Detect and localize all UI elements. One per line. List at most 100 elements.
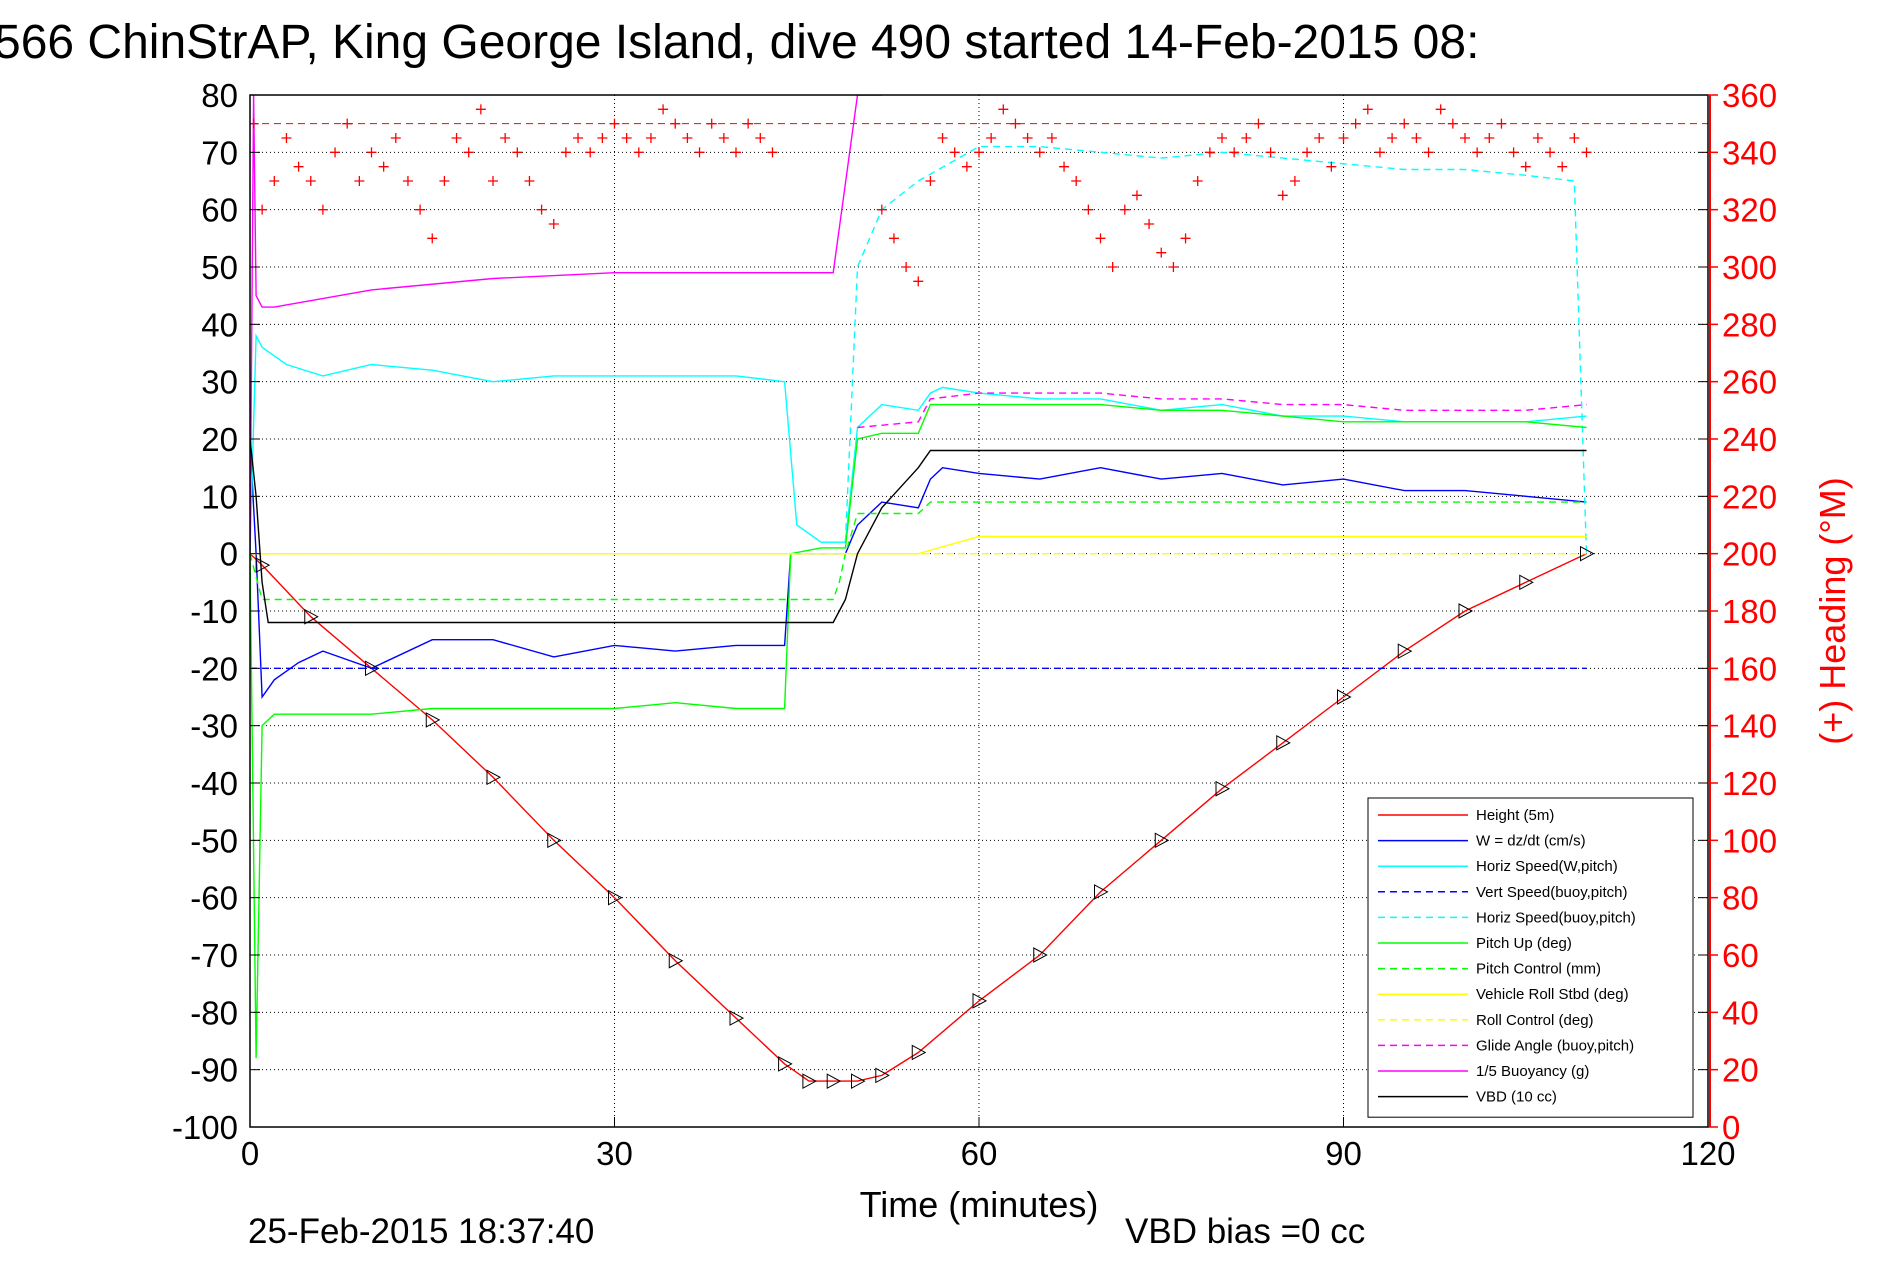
series-line	[250, 438, 1587, 700]
x-tick-label: 120	[1680, 1135, 1735, 1172]
heading-marker	[949, 147, 960, 158]
heading-marker	[706, 118, 717, 129]
heading-marker	[1204, 147, 1215, 158]
heading-marker	[512, 147, 523, 158]
depth-marker	[911, 1044, 927, 1061]
right-tick-label: 220	[1722, 478, 1777, 515]
left-tick-label: 10	[201, 478, 238, 515]
heading-marker	[475, 104, 486, 115]
heading-marker	[1229, 147, 1240, 158]
heading-marker	[974, 147, 984, 158]
heading-marker	[1374, 147, 1385, 158]
heading-marker	[1387, 133, 1398, 143]
right-tick-label: 40	[1722, 994, 1759, 1031]
depth-marker	[668, 952, 684, 969]
left-tick-label: 0	[220, 536, 238, 573]
right-tick-label: 60	[1722, 937, 1759, 974]
heading-marker	[585, 147, 596, 158]
heading-marker	[597, 133, 608, 143]
series-line	[857, 392, 1587, 429]
heading-marker	[767, 147, 778, 158]
heading-marker	[1192, 176, 1203, 186]
heading-marker	[876, 204, 887, 215]
depth-marker	[1215, 780, 1231, 797]
heading-marker	[536, 204, 547, 215]
left-tick-label: -80	[190, 994, 238, 1031]
left-tick-label: 20	[201, 421, 238, 458]
heading-marker	[1265, 147, 1276, 158]
footer-vbd-bias: VBD bias =0 cc	[1125, 1212, 1365, 1251]
heading-marker	[645, 133, 656, 143]
right-tick-label: 260	[1722, 364, 1777, 401]
legend-label: Glide Angle (buoy,pitch)	[1476, 1037, 1634, 1054]
depth-marker	[255, 557, 271, 573]
heading-marker	[1314, 133, 1325, 143]
heading-marker	[1046, 133, 1057, 143]
heading-marker	[1010, 118, 1021, 129]
legend-label: Horiz Speed(buoy,pitch)	[1476, 909, 1636, 926]
heading-marker	[1059, 161, 1070, 172]
left-tick-label: 30	[201, 364, 238, 401]
heading-marker	[1581, 147, 1592, 158]
x-axis-ticks: 0 30 60 90 120	[241, 1117, 1736, 1172]
left-tick-label: -10	[190, 593, 238, 630]
heading-marker	[718, 133, 729, 143]
heading-marker	[1022, 133, 1033, 143]
legend-label: Horiz Speed(W,pitch)	[1476, 858, 1618, 875]
depth-marker	[1276, 735, 1291, 751]
depth-marker	[972, 993, 988, 1009]
heading-marker	[901, 262, 912, 272]
heading-marker	[1532, 133, 1543, 143]
series-line	[250, 403, 1587, 1059]
heading-marker	[658, 104, 669, 115]
heading-marker	[937, 133, 948, 143]
right-tick-label: 120	[1722, 765, 1777, 802]
x-tick-label: 30	[596, 1135, 633, 1172]
heading-marker	[1095, 233, 1106, 244]
heading-marker	[743, 118, 754, 129]
heading-marker	[317, 204, 328, 215]
left-tick-label: -100	[172, 1109, 238, 1146]
heading-marker	[986, 133, 997, 143]
right-tick-label: 160	[1722, 650, 1777, 687]
heading-marker	[1362, 104, 1373, 115]
heading-marker	[1338, 133, 1349, 143]
heading-marker	[1472, 147, 1483, 158]
heading-marker	[1569, 133, 1580, 143]
right-tick-label: 280	[1722, 306, 1777, 343]
heading-marker	[1241, 133, 1252, 143]
left-tick-label: 70	[201, 134, 238, 171]
heading-marker	[913, 276, 924, 287]
heading-marker	[415, 204, 426, 215]
depth-marker	[1580, 545, 1595, 562]
heading-marker	[488, 176, 498, 186]
heading-marker	[621, 133, 632, 143]
depth-marker	[802, 1073, 817, 1089]
heading-marker	[1131, 190, 1142, 201]
x-tick-label: 90	[1325, 1135, 1362, 1172]
heading-marker	[1119, 204, 1130, 215]
heading-marker	[998, 104, 1009, 115]
right-tick-label: 180	[1722, 593, 1777, 630]
heading-marker	[1411, 133, 1422, 143]
heading-marker	[451, 133, 462, 143]
left-tick-label: 50	[201, 249, 238, 286]
heading-marker	[439, 176, 450, 186]
heading-marker	[670, 118, 681, 129]
legend: Height (5m) W = dz/dt (cm/s) Horiz Speed(W…	[1367, 797, 1694, 1118]
right-tick-label: 200	[1722, 536, 1777, 573]
depth-marker	[547, 832, 562, 849]
series-line	[250, 95, 882, 554]
heading-marker	[293, 161, 304, 172]
heading-marker	[1156, 247, 1167, 258]
heading-marker	[463, 147, 474, 158]
left-tick-label: -90	[190, 1052, 238, 1089]
heading-marker	[1460, 133, 1470, 143]
left-tick-label: -30	[190, 708, 238, 745]
left-tick-label: 80	[201, 77, 238, 114]
heading-marker	[1326, 161, 1337, 172]
depth-marker	[1397, 643, 1413, 659]
heading-marker	[378, 161, 389, 172]
right-tick-label: 340	[1722, 134, 1777, 171]
heading-marker	[1289, 176, 1300, 186]
